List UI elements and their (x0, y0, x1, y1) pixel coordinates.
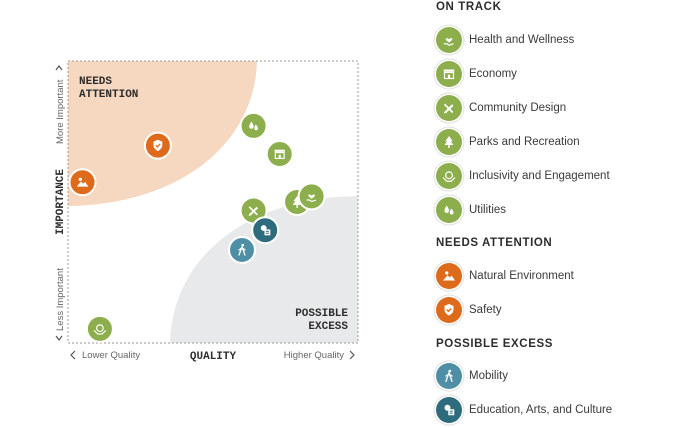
legend-item-health-and-wellness: Health and Wellness (436, 26, 574, 54)
data-point-inclusivity-and-engagement (85, 314, 114, 343)
shield-check-icon (436, 297, 462, 323)
walking-person-icon (436, 363, 462, 389)
globe-hands-icon (436, 163, 462, 189)
y-low-label: Less Important (55, 268, 66, 331)
storefront-icon (274, 149, 285, 160)
legend-label: Inclusivity and Engagement (469, 170, 610, 182)
data-point-marker (239, 111, 268, 140)
x-low-label: Lower Quality (82, 350, 140, 361)
legend-item-mobility: Mobility (436, 362, 508, 390)
legend-item-inclusivity-and-engagement: Inclusivity and Engagement (436, 162, 610, 190)
storefront-icon (436, 61, 462, 87)
legend-label: Safety (469, 304, 502, 316)
data-points (68, 111, 326, 343)
legend-item-economy: Economy (436, 60, 517, 88)
legend-label: Mobility (469, 370, 508, 382)
legend-label: Community Design (469, 102, 567, 114)
possible-excess-label-line2: EXCESS (308, 321, 348, 333)
legend-label: Economy (469, 68, 517, 80)
water-flame-icon (249, 121, 258, 131)
data-point-marker (68, 168, 97, 197)
water-flame-icon (436, 197, 462, 223)
data-point-marker (85, 314, 114, 343)
possible-excess-zone (170, 196, 358, 343)
legend-label: Education, Arts, and Culture (469, 404, 613, 416)
data-point-mobility (228, 235, 256, 264)
data-point-economy (265, 140, 294, 169)
legend-item-education-arts-and-culture: Education, Arts, and Culture (436, 396, 612, 424)
legend-section-needs-attention: NEEDS ATTENTION (436, 237, 553, 249)
pencil-ruler-icon (248, 206, 258, 216)
needs-attention-label-line2: ATTENTION (79, 89, 138, 101)
hand-heart-icon (306, 194, 317, 203)
mountain-sun-icon (436, 263, 462, 289)
legend-label: Utilities (469, 204, 507, 216)
data-point-marker (228, 235, 256, 264)
legend-item-parks-and-recreation: Parks and Recreation (436, 128, 580, 156)
legend-label: Parks and Recreation (469, 136, 580, 148)
needs-attention-label-line1: NEEDS (79, 76, 112, 88)
legend-item-natural-environment: Natural Environment (436, 262, 574, 290)
data-point-utilities (239, 111, 268, 140)
legend-item-community-design: Community Design (436, 94, 566, 122)
walking-person-icon (238, 243, 246, 256)
book-palette-icon (260, 225, 271, 236)
y-high-label: More Important (55, 79, 66, 144)
y-up-chevron-icon (55, 65, 63, 71)
x-right-chevron-icon (349, 350, 355, 360)
x-left-chevron-icon (70, 350, 76, 360)
legend-section-possible-excess: POSSIBLE EXCESS (436, 338, 554, 350)
data-point-natural-environment (68, 168, 97, 197)
data-point-education-arts-and-culture (251, 216, 280, 245)
mountain-sun-icon (76, 177, 89, 187)
x-high-label: Higher Quality (284, 350, 344, 361)
legend-item-safety: Safety (436, 296, 502, 324)
shield-check-icon (153, 139, 163, 152)
hand-heart-icon (436, 27, 462, 53)
tree-icon (436, 129, 462, 155)
data-point-safety (143, 131, 172, 160)
legend-label: Health and Wellness (469, 34, 575, 46)
legend-label: Natural Environment (469, 270, 574, 282)
globe-hands-icon (93, 324, 107, 335)
data-point-health-and-wellness (297, 182, 326, 211)
y-down-chevron-icon (55, 335, 63, 341)
pencil-ruler-icon (436, 95, 462, 121)
plot-frame (67, 60, 359, 344)
book-palette-icon (436, 397, 462, 423)
x-axis-label: QUALITY (190, 351, 237, 363)
legend-item-utilities: Utilities (436, 196, 506, 224)
quadrant-chart: NEEDS ATTENTION POSSIBLE EXCESS More Imp… (55, 60, 359, 363)
y-axis-label: IMPORTANCE (55, 169, 67, 235)
legend-section-on-track: ON TRACK (436, 1, 502, 13)
data-point-marker (265, 140, 294, 169)
possible-excess-label-line1: POSSIBLE (295, 308, 348, 320)
